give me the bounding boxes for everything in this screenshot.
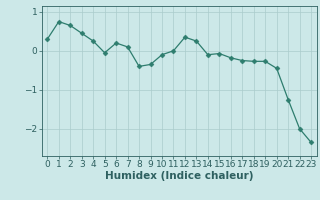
X-axis label: Humidex (Indice chaleur): Humidex (Indice chaleur): [105, 171, 253, 181]
